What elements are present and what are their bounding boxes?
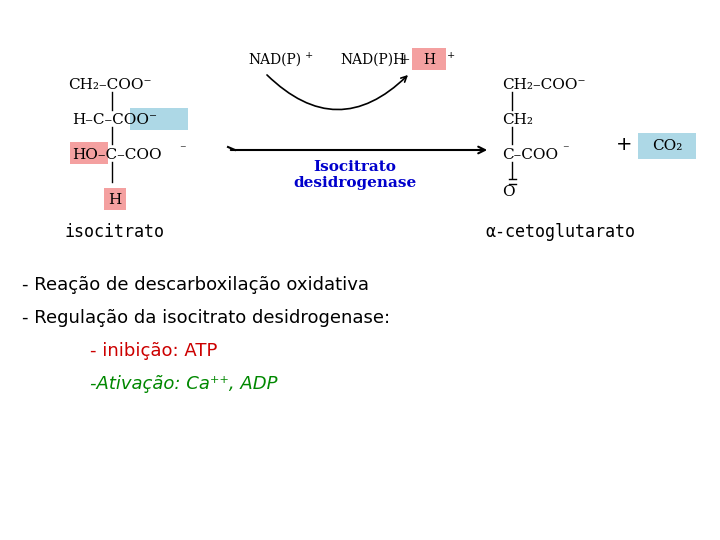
Text: NAD(P): NAD(P) (248, 53, 301, 67)
Text: ⁻: ⁻ (179, 144, 186, 157)
FancyBboxPatch shape (104, 188, 126, 210)
Text: - Reação de descarboxilação oxidativa: - Reação de descarboxilação oxidativa (22, 276, 369, 294)
FancyBboxPatch shape (70, 142, 108, 164)
Text: CO₂: CO₂ (652, 139, 682, 153)
Text: CH₂: CH₂ (502, 113, 533, 127)
Text: HO–C–COO: HO–C–COO (72, 148, 161, 162)
Text: -Ativação: Ca⁺⁺, ADP: -Ativação: Ca⁺⁺, ADP (90, 375, 277, 393)
FancyBboxPatch shape (638, 133, 696, 159)
Text: +: + (305, 51, 313, 60)
Text: H–C–COO⁻: H–C–COO⁻ (72, 113, 157, 127)
Text: C–COO: C–COO (502, 148, 558, 162)
Text: - Regulação da isocitrato desidrogenase:: - Regulação da isocitrato desidrogenase: (22, 309, 390, 327)
Text: H: H (423, 53, 435, 67)
Text: +: + (399, 53, 410, 67)
Text: Isocitrato
desidrogenase: Isocitrato desidrogenase (293, 160, 417, 190)
Text: CH₂–COO⁻: CH₂–COO⁻ (68, 78, 152, 92)
Text: CH₂–COO⁻: CH₂–COO⁻ (502, 78, 585, 92)
Text: α-cetoglutarato: α-cetoglutarato (485, 223, 635, 241)
Text: +: + (616, 136, 632, 154)
Text: - inibição: ATP: - inibição: ATP (90, 342, 217, 360)
Text: H: H (109, 193, 122, 207)
Text: ⁻: ⁻ (562, 144, 569, 157)
FancyBboxPatch shape (130, 108, 188, 130)
Text: O: O (502, 185, 515, 199)
FancyBboxPatch shape (412, 48, 446, 70)
Text: +: + (447, 51, 455, 60)
Text: isocitrato: isocitrato (65, 223, 165, 241)
Text: NAD(P)H: NAD(P)H (340, 53, 405, 67)
